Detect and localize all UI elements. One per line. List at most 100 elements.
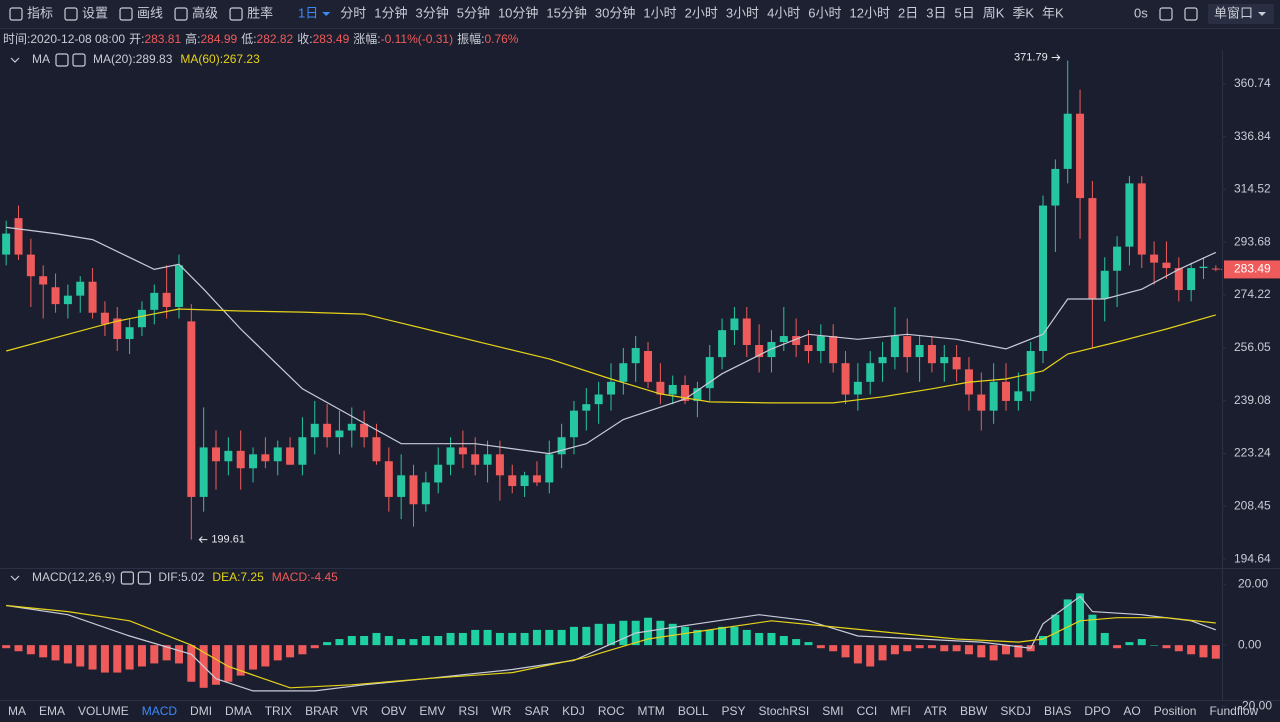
indicator-tab[interactable]: DMI	[190, 704, 212, 718]
candle-body	[63, 295, 72, 305]
timer: 0s	[1134, 5, 1148, 20]
indicator-tab[interactable]: DPO	[1084, 704, 1110, 718]
indicator-tab[interactable]: VR	[351, 704, 368, 718]
macd-bar	[804, 642, 813, 646]
candle-body	[224, 450, 233, 462]
dropdown-arrow	[1258, 12, 1266, 16]
icon	[120, 571, 134, 585]
macd-bar	[261, 645, 270, 667]
interval[interactable]: 1小时	[643, 5, 676, 20]
indicator-tab[interactable]: DMA	[225, 704, 252, 718]
candle-body	[1026, 351, 1035, 392]
candle-body	[397, 475, 406, 497]
interval[interactable]: 10分钟	[498, 5, 538, 20]
indicator-tab[interactable]: SAR	[524, 704, 549, 718]
interval[interactable]: 15分钟	[546, 5, 586, 20]
indicator-tab[interactable]: RSI	[458, 704, 478, 718]
indicator-tab[interactable]: EMV	[419, 704, 445, 718]
interval[interactable]: 1分钟	[374, 5, 407, 20]
info-label: 收:	[297, 32, 312, 46]
indicator-tab[interactable]: CCI	[857, 704, 878, 718]
toolbar-tool[interactable]: 高级	[192, 5, 218, 20]
interval[interactable]: 4小时	[767, 5, 800, 20]
candle-body	[360, 423, 369, 438]
indicator-tab[interactable]: BRAR	[305, 704, 339, 718]
interval[interactable]: 2日	[898, 5, 918, 20]
toolbar-tool[interactable]: 设置	[82, 5, 108, 20]
indicator-tab[interactable]: BOLL	[678, 704, 709, 718]
macd-bar	[100, 645, 109, 673]
indicator-tab[interactable]: BIAS	[1044, 704, 1071, 718]
macd-bar	[495, 632, 504, 646]
icon	[229, 7, 243, 21]
macd-bar	[816, 645, 825, 649]
macd-bar	[1100, 632, 1109, 646]
toolbar-tool[interactable]: 画线	[137, 5, 163, 20]
toolbar-tool[interactable]: 胜率	[247, 5, 273, 20]
macd-bar	[26, 645, 35, 655]
indicator-tab[interactable]: MFI	[890, 704, 911, 718]
macd-bar	[1001, 645, 1010, 655]
macd-bar	[286, 645, 295, 658]
interval[interactable]: 分时	[340, 5, 366, 20]
icon	[55, 53, 69, 67]
indicator-tab[interactable]: Fundflow	[1209, 704, 1258, 718]
interval[interactable]: 2小时	[685, 5, 718, 20]
y-tick-label: 194.64	[1234, 551, 1271, 565]
icon	[64, 7, 78, 21]
indicator-tab[interactable]: ATR	[924, 704, 947, 718]
interval[interactable]: 5分钟	[457, 5, 490, 20]
indicator-tab[interactable]: WR	[491, 704, 511, 718]
candle-body	[1001, 381, 1010, 401]
macd-bar	[915, 645, 924, 649]
window-button[interactable]	[1208, 4, 1274, 24]
indicator-tab[interactable]: EMA	[39, 704, 65, 718]
candle-body	[76, 281, 85, 296]
indicator-tab[interactable]: BBW	[960, 704, 988, 718]
candle-body	[755, 344, 764, 358]
window-label[interactable]: 单窗口	[1214, 5, 1253, 20]
interval[interactable]: 5日	[954, 5, 974, 20]
icon	[1159, 7, 1173, 21]
indicator-tab[interactable]: MA	[8, 704, 26, 718]
macd-bar	[940, 645, 949, 652]
candle-body	[532, 475, 541, 483]
macd-bar	[841, 645, 850, 658]
indicator-tab[interactable]: Position	[1154, 704, 1197, 718]
interval[interactable]: 1日	[298, 5, 318, 20]
interval[interactable]: 12小时	[850, 5, 890, 20]
indicator-tab[interactable]: SKDJ	[1000, 704, 1031, 718]
y-tick-label: 274.22	[1234, 287, 1271, 301]
macd-bar	[273, 645, 282, 661]
indicator-tab[interactable]: SMI	[822, 704, 843, 718]
macd-bar	[113, 645, 122, 673]
indicator-tab[interactable]: MACD	[142, 704, 178, 718]
indicator-name: MACD(12,26,9)	[32, 570, 115, 584]
interval[interactable]: 周K	[983, 5, 1005, 20]
interval[interactable]: 30分钟	[595, 5, 635, 20]
macd-bar	[927, 645, 936, 649]
indicator-tab[interactable]: MTM	[637, 704, 664, 718]
interval[interactable]: 3分钟	[415, 5, 448, 20]
interval[interactable]: 6小时	[808, 5, 841, 20]
indicator-tab[interactable]: VOLUME	[78, 704, 129, 718]
macd-bar	[1150, 645, 1159, 646]
toolbar-tool[interactable]: 指标	[27, 5, 53, 20]
indicator-tab[interactable]: StochRSI	[759, 704, 810, 718]
macd-bar	[742, 629, 751, 646]
interval[interactable]: 3日	[926, 5, 946, 20]
indicator-tab[interactable]: AO	[1123, 704, 1140, 718]
indicator-tab[interactable]: PSY	[722, 704, 746, 718]
indicator-tab[interactable]: OBV	[381, 704, 406, 718]
interval[interactable]: 年K	[1042, 5, 1064, 20]
interval[interactable]: 季K	[1012, 5, 1034, 20]
interval[interactable]: 3小时	[726, 5, 759, 20]
collapse-chevron	[10, 57, 20, 63]
indicator-tab[interactable]: TRIX	[265, 704, 292, 718]
candle-body	[162, 292, 171, 307]
macd-bar	[681, 626, 690, 646]
indicator-tab[interactable]: ROC	[598, 704, 625, 718]
indicator-tab[interactable]: KDJ	[562, 704, 585, 718]
candle-body	[14, 218, 23, 255]
icon	[174, 7, 188, 21]
